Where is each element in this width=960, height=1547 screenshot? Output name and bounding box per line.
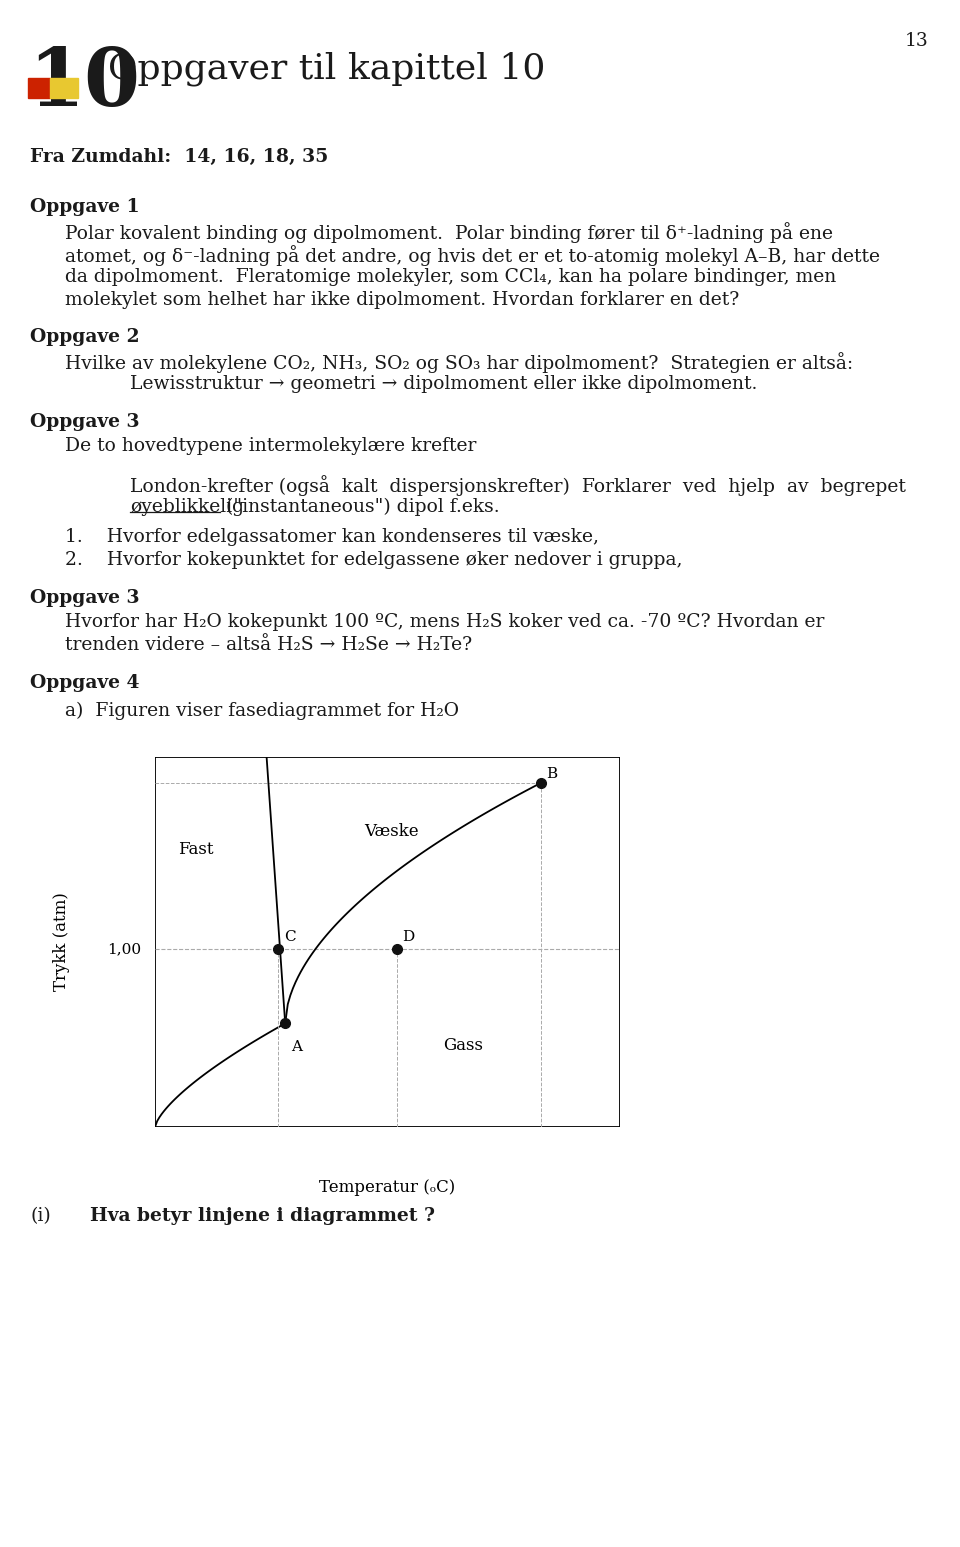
Text: trenden videre – altså H₂S → H₂Se → H₂Te?: trenden videre – altså H₂S → H₂Se → H₂Te… (65, 636, 472, 654)
Text: Gass: Gass (444, 1036, 483, 1054)
Text: London-krefter (også  kalt  dispersjonskrefter)  Forklarer  ved  hjelp  av  begr: London-krefter (også kalt dispersjonskre… (130, 475, 906, 497)
Text: C: C (284, 930, 296, 944)
Bar (50, 77, 78, 97)
Text: atomet, og δ⁻-ladning på det andre, og hvis det er et to-atomig molekyl A–B, har: atomet, og δ⁻-ladning på det andre, og h… (65, 244, 880, 266)
Text: Oppgave 3: Oppgave 3 (30, 589, 139, 606)
Text: Oppgaver til kapittel 10: Oppgaver til kapittel 10 (108, 53, 545, 87)
Text: molekylet som helhet har ikke dipolmoment. Hvordan forklarer en det?: molekylet som helhet har ikke dipolmomen… (65, 291, 739, 309)
Text: Hvilke av molekylene CO₂, NH₃, SO₂ og SO₃ har dipolmoment?  Strategien er altså:: Hvilke av molekylene CO₂, NH₃, SO₂ og SO… (65, 353, 853, 373)
Text: A: A (291, 1040, 301, 1054)
Text: a)  Figuren viser fasediagrammet for H₂O: a) Figuren viser fasediagrammet for H₂O (65, 702, 459, 721)
Text: Fast: Fast (179, 842, 214, 859)
Text: Fra Zumdahl:  14, 16, 18, 35: Fra Zumdahl: 14, 16, 18, 35 (30, 149, 328, 166)
Text: Oppgave 1: Oppgave 1 (30, 198, 139, 217)
Text: D: D (402, 930, 415, 944)
Text: 1,00: 1,00 (107, 942, 141, 956)
Text: Oppgave 3: Oppgave 3 (30, 413, 139, 432)
Text: Oppgave 4: Oppgave 4 (30, 674, 139, 692)
Text: Oppgave 2: Oppgave 2 (30, 328, 139, 347)
Text: De to hovedtypene intermolekylære krefter: De to hovedtypene intermolekylære krefte… (65, 436, 476, 455)
Text: B: B (546, 767, 558, 781)
Text: 10: 10 (28, 45, 140, 124)
Text: øyeblikkelig: øyeblikkelig (130, 498, 244, 517)
Text: Væske: Væske (364, 823, 419, 840)
Text: 13: 13 (905, 32, 928, 50)
Text: ("instantaneous") dipol f.eks.: ("instantaneous") dipol f.eks. (220, 498, 499, 517)
Text: 2.    Hvorfor kokepunktet for edelgassene øker nedover i gruppa,: 2. Hvorfor kokepunktet for edelgassene ø… (65, 551, 683, 569)
Text: 1.    Hvorfor edelgassatomer kan kondenseres til væske,: 1. Hvorfor edelgassatomer kan kondensere… (65, 528, 599, 546)
Text: Trykk (atm): Trykk (atm) (54, 893, 70, 992)
Bar (28, 77, 50, 97)
Text: Lewisstruktur → geometri → dipolmoment eller ikke dipolmoment.: Lewisstruktur → geometri → dipolmoment e… (130, 374, 757, 393)
Text: Hva betyr linjene i diagrammet ?: Hva betyr linjene i diagrammet ? (90, 1207, 435, 1225)
Text: Hvorfor har H₂O kokepunkt 100 ºC, mens H₂S koker ved ca. -70 ºC? Hvordan er: Hvorfor har H₂O kokepunkt 100 ºC, mens H… (65, 613, 825, 631)
Text: Temperatur (ₒC): Temperatur (ₒC) (320, 1179, 456, 1196)
Text: (i): (i) (30, 1207, 51, 1225)
Text: Polar kovalent binding og dipolmoment.  Polar binding fører til δ⁺-ladning på en: Polar kovalent binding og dipolmoment. P… (65, 223, 833, 243)
Text: da dipolmoment.  Fleratomige molekyler, som CCl₄, kan ha polare bindinger, men: da dipolmoment. Fleratomige molekyler, s… (65, 268, 836, 286)
